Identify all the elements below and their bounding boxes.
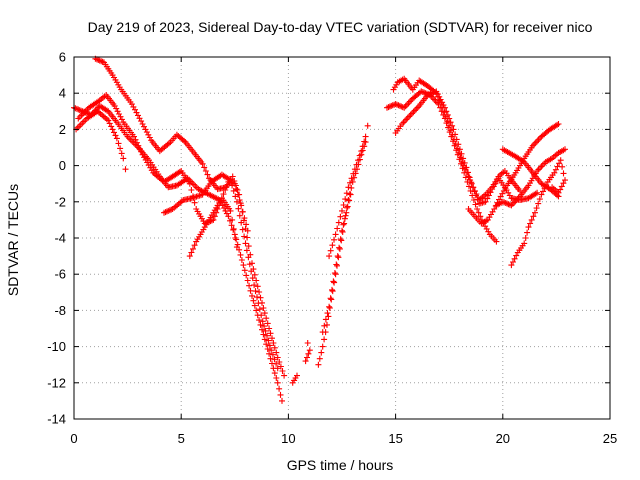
y-tick-label: -12 [47, 375, 66, 390]
y-tick-label: -10 [47, 339, 66, 354]
data-point-markers [392, 88, 541, 207]
series-track-o [465, 121, 562, 227]
data-point-markers [92, 55, 288, 379]
series-track-n [392, 88, 541, 207]
data-point-markers [71, 102, 285, 404]
series-track-g [289, 372, 300, 386]
y-axis-ticks: 6 4 2 0 -2 -4 -6 -8 -10 -12 -14 [47, 50, 610, 427]
x-tick-label: 15 [388, 431, 402, 446]
y-tick-label: 4 [59, 86, 66, 101]
series-track-a [71, 102, 285, 404]
series-track-h [302, 340, 313, 365]
data-point-markers [499, 146, 562, 200]
data-point-markers [326, 122, 371, 260]
series-track-q [508, 157, 568, 269]
chart-title: Day 219 of 2023, Sidereal Day-to-day VTE… [88, 19, 593, 35]
series-track-j [319, 191, 354, 336]
series-track-f [186, 195, 240, 260]
y-tick-label: 2 [59, 122, 66, 137]
x-axis-ticks: 0 5 10 15 20 25 [70, 57, 617, 446]
data-point-markers [186, 195, 240, 260]
y-tick-label: -6 [54, 267, 66, 282]
series-track-k [326, 122, 371, 260]
x-tick-label: 10 [281, 431, 295, 446]
data-point-markers [302, 340, 313, 365]
data-point-markers [508, 157, 568, 269]
y-tick-label: 6 [59, 50, 66, 65]
series-track-e [161, 171, 281, 372]
x-axis-label: GPS time / hours [287, 457, 394, 473]
y-axis-label: SDTVAR / TECUs [5, 184, 21, 296]
data-point-markers [161, 171, 281, 372]
y-tick-label: -2 [54, 194, 66, 209]
series-track-r [499, 146, 562, 200]
grid-lines [74, 57, 610, 419]
y-tick-label: 0 [59, 158, 66, 173]
series-track-b [92, 55, 288, 379]
x-tick-label: 25 [603, 431, 617, 446]
series-track-p [493, 146, 568, 209]
x-tick-label: 5 [178, 431, 185, 446]
y-tick-label: -4 [54, 231, 66, 246]
data-point-markers [315, 139, 369, 368]
y-tick-label: -14 [47, 412, 66, 427]
x-tick-label: 0 [70, 431, 77, 446]
data-point-markers [465, 121, 562, 227]
data-point-markers [319, 191, 354, 336]
data-point-markers [493, 146, 568, 209]
y-tick-label: -8 [54, 303, 66, 318]
series-track-i [315, 139, 369, 368]
data-point-markers [289, 372, 300, 386]
x-tick-label: 20 [496, 431, 510, 446]
data-marks [71, 55, 568, 404]
